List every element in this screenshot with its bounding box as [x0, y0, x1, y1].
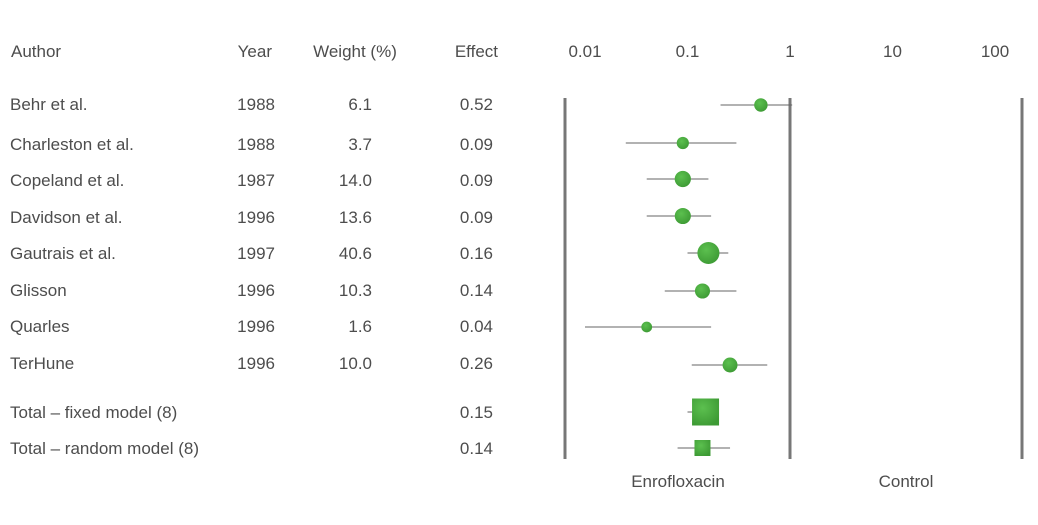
study-year: 1997 [237, 244, 275, 263]
effect-marker [674, 207, 691, 225]
study-weight: 10.3 [338, 281, 372, 300]
study-year: 1996 [237, 317, 275, 336]
total-fixed-effect: 0.15 [459, 403, 493, 422]
study-year: 1988 [237, 135, 275, 154]
study-year: 1996 [237, 354, 275, 373]
x-tick-label: 0.01 [568, 42, 601, 61]
study-year: 1987 [237, 171, 275, 190]
effect-marker [674, 170, 691, 188]
effect-marker [754, 98, 768, 112]
study-effect: 0.09 [459, 208, 493, 227]
x-tick-label: 100 [981, 42, 1009, 61]
study-author: Quarles [10, 317, 70, 336]
favours-control-label: Control [878, 472, 934, 491]
x-tick-label: 10 [883, 42, 902, 61]
header-weight: Weight (%) [313, 42, 397, 61]
study-year: 1988 [237, 95, 275, 114]
study-effect: 0.26 [459, 354, 493, 373]
total-effect-marker [694, 440, 711, 456]
total-fixed-label: Total – fixed model (8) [10, 403, 178, 422]
study-weight: 13.6 [338, 208, 372, 227]
header-effect: Effect [454, 42, 498, 61]
study-author: Charleston et al. [10, 135, 134, 154]
total-random-label: Total – random model (8) [10, 439, 199, 458]
favours-enrofloxacin-label: Enrofloxacin [631, 472, 725, 491]
effect-marker [722, 357, 738, 373]
study-effect: 0.52 [459, 95, 493, 114]
study-author: Behr et al. [10, 95, 88, 114]
study-weight: 6.1 [348, 95, 372, 114]
effect-marker [694, 283, 711, 299]
study-effect: 0.09 [459, 171, 493, 190]
study-author: Davidson et al. [10, 208, 123, 227]
study-author: Gautrais et al. [10, 244, 116, 263]
study-author: TerHune [10, 354, 75, 373]
study-effect: 0.16 [459, 244, 493, 263]
study-author: Copeland et al. [10, 171, 125, 190]
header-author: Author [11, 42, 62, 61]
effect-marker [697, 242, 720, 264]
study-weight: 1.6 [348, 317, 372, 336]
total-effect-marker [692, 398, 720, 426]
study-weight: 14.0 [338, 171, 372, 190]
study-author: Glisson [10, 281, 67, 300]
study-year: 1996 [237, 208, 275, 227]
study-year: 1996 [237, 281, 275, 300]
x-tick-label: 0.1 [676, 42, 700, 61]
x-tick-label: 1 [785, 42, 794, 61]
effect-marker [641, 321, 653, 333]
study-weight: 40.6 [338, 244, 372, 263]
study-effect: 0.14 [459, 281, 493, 300]
study-weight: 10.0 [338, 354, 372, 373]
study-weight: 3.7 [348, 135, 372, 154]
total-random-effect: 0.14 [459, 439, 493, 458]
study-effect: 0.09 [459, 135, 493, 154]
effect-marker [676, 136, 689, 150]
study-effect: 0.04 [459, 317, 493, 336]
header-year: Year [237, 42, 272, 61]
